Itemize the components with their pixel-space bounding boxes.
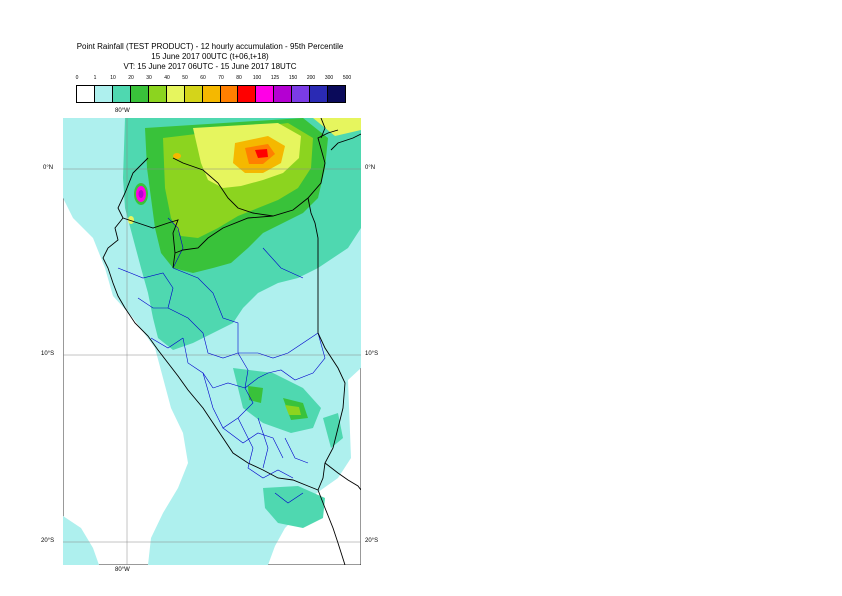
rainfall-map: 80°W 80°W 0°N 0°N 10°S 10°S 20°S 20°S [41,108,378,573]
coastline [102,157,346,566]
legend-color-box [77,86,95,102]
legend-color-box [238,86,257,102]
color-legend: 0 1 10 20 30 40 50 60 70 80 100 125 150 200 300 500 [75,75,352,103]
lon-label-bottom: 80°W [115,567,130,573]
rain-field-teal [323,413,343,448]
rain-field-yellow [313,118,361,136]
legend-color-box [256,86,275,102]
map-canvas [62,117,362,566]
country-borders [122,117,362,491]
legend-color-box [328,86,346,102]
legend-tick-label: 200 [306,75,316,81]
rain-spot [173,153,181,159]
legend-tick-label: 500 [342,75,352,81]
legend-tick-label: 1 [93,75,97,81]
rain-field-ocean-patch [63,516,99,565]
lat-label-left-0: 0°N [43,165,54,171]
rain-field-ocean-patch [63,128,101,178]
rain-field-yellowgreen [285,405,301,415]
legend-tick-label: 150 [288,75,298,81]
legend-tick-label: 40 [164,75,170,81]
legend-tick-label: 30 [146,75,152,81]
legend-tick-label: 125 [270,75,280,81]
legend-tick-label: 100 [252,75,262,81]
lat-label-left-20s: 20°S [41,538,55,544]
legend-color-box [310,86,329,102]
legend-tick-label: 50 [182,75,188,81]
rain-spot [128,216,134,224]
legend-tick-label: 20 [128,75,134,81]
legend-color-box [94,86,113,102]
rain-field-teal [263,486,325,528]
legend-color-box [202,86,221,102]
title-line-1: Point Rainfall (TEST PRODUCT) - 12 hourl… [76,42,344,51]
legend-boxes [76,85,346,103]
legend-tick-label: 10 [110,75,116,81]
legend-tick-label: 70 [218,75,224,81]
lon-label-top: 80°W [115,108,130,114]
legend-color-box [292,86,311,102]
legend-ticks: 0 1 10 20 30 40 50 60 70 80 100 125 150 200 300 500 [75,75,352,85]
legend-tick-label: 0 [75,75,79,81]
legend-tick-label: 300 [324,75,334,81]
legend-color-box [112,86,131,102]
legend-color-box [148,86,167,102]
lat-label-right-10s: 10°S [365,351,379,357]
lat-label-right-20s: 20°S [365,538,379,544]
rain-hotspot-core [138,190,144,198]
title-line-3: VT: 15 June 2017 06UTC - 15 June 2017 18… [123,62,297,71]
lat-label-right-0: 0°N [365,165,376,171]
legend-tick-label: 60 [200,75,206,81]
rain-field-red [255,149,268,158]
chart-title: Point Rainfall (TEST PRODUCT) - 12 hourl… [60,42,360,72]
legend-color-box [274,86,293,102]
legend-tick-label: 80 [236,75,242,81]
legend-color-box [130,86,149,102]
lat-label-left-10s: 10°S [41,351,55,357]
legend-color-box [220,86,239,102]
legend-color-box [184,86,203,102]
legend-color-box [166,86,185,102]
rain-field-green [248,386,263,403]
department-borders [117,217,326,504]
title-line-2: 15 June 2017 00UTC (t+06,t+18) [151,52,269,61]
